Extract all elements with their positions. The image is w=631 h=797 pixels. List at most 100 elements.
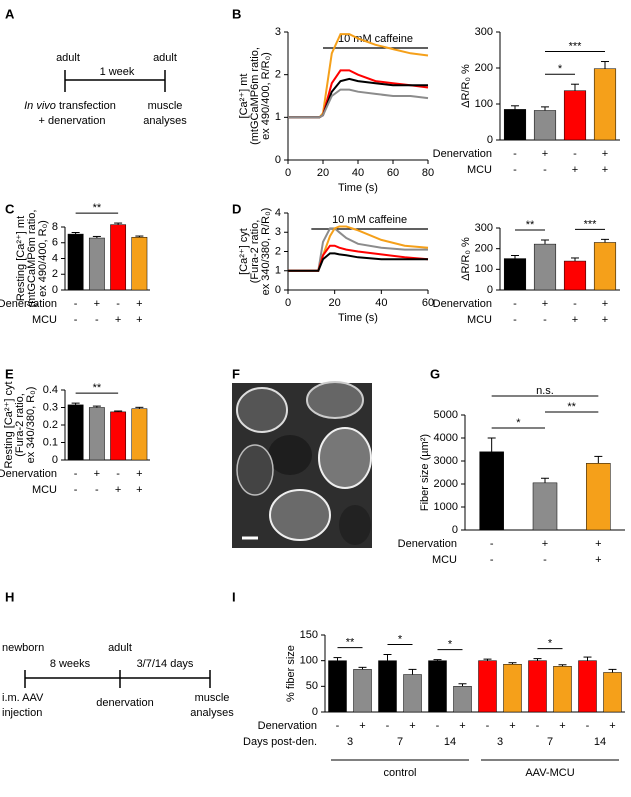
- row-value: -: [513, 298, 517, 310]
- y-tick-label: 0.3: [43, 401, 58, 413]
- y-tick-label: 0: [312, 706, 318, 718]
- timeline-start: adult: [56, 52, 80, 64]
- bar: [533, 110, 557, 141]
- fiber: [306, 381, 364, 419]
- panel-label: I: [232, 589, 236, 604]
- row-label: Denervation: [398, 538, 457, 550]
- panel-label: A: [5, 6, 15, 21]
- bar: [428, 660, 447, 713]
- significance-label: *: [558, 63, 563, 75]
- y-tick-label: 4: [52, 252, 58, 264]
- y-tick-label: 50: [306, 680, 318, 692]
- y-tick-label: 4000: [434, 432, 458, 444]
- row-value: -: [116, 298, 120, 310]
- row-value: 3: [347, 736, 353, 748]
- y-axis-label: [Ca²⁺] mt: [238, 74, 250, 119]
- significance-label: *: [548, 638, 553, 650]
- bar: [563, 260, 587, 291]
- row-value: -: [543, 164, 547, 176]
- y-tick-label: 2: [275, 69, 281, 81]
- row-value: -: [573, 298, 577, 310]
- row-value: +: [572, 314, 578, 326]
- y-tick-label: 0: [52, 454, 58, 466]
- y-axis-label: ex 490/400, R₀): [37, 220, 49, 297]
- group-label: AAV-MCU: [525, 767, 574, 779]
- bar: [503, 109, 527, 141]
- row-value: -: [95, 484, 99, 496]
- y-tick-label: 0: [487, 134, 493, 146]
- significance-label: *: [516, 417, 521, 429]
- bar: [353, 669, 372, 713]
- bar: [131, 408, 148, 461]
- bar: [563, 90, 587, 141]
- x-tick-label: 0: [285, 297, 291, 309]
- italic-note: In vivo: [24, 100, 56, 112]
- bar: [67, 233, 84, 291]
- significance-label: **: [567, 401, 576, 413]
- y-axis-label: Resting [Ca²⁺] cyt: [3, 381, 15, 468]
- row-value: +: [595, 538, 601, 550]
- row-value: -: [513, 164, 517, 176]
- bar: [532, 482, 558, 531]
- row-value: -: [513, 148, 517, 160]
- row-value: 14: [444, 736, 456, 748]
- annotation: 10 mM caffeine: [332, 214, 407, 226]
- row-value: -: [586, 720, 590, 732]
- panel-label: F: [232, 366, 240, 381]
- row-label: Denervation: [258, 720, 317, 732]
- y-tick-label: 3: [275, 26, 281, 38]
- row-value: -: [513, 314, 517, 326]
- row-value: 3: [497, 736, 503, 748]
- row-value: +: [94, 468, 100, 480]
- row-value: +: [542, 298, 548, 310]
- annotation: 10 mM caffeine: [338, 33, 413, 45]
- y-tick-label: 1000: [434, 501, 458, 513]
- bar: [503, 258, 527, 291]
- row-value: -: [573, 148, 577, 160]
- row-label: Days post-den.: [243, 736, 317, 748]
- row-value: +: [602, 148, 608, 160]
- y-axis-label: Fiber size (µm²): [419, 434, 431, 511]
- timeline-interval: 1 week: [100, 66, 135, 78]
- note: transfection: [59, 100, 116, 112]
- row-label: MCU: [467, 164, 492, 176]
- timeline-h: newborn adult 8 weeks 3/7/14 days i.m. A…: [2, 642, 234, 719]
- bar: [88, 237, 105, 291]
- row-value: +: [359, 720, 365, 732]
- bar: [110, 224, 127, 291]
- group-label: control: [383, 767, 416, 779]
- timeline-a: adult adult 1 week In vivo transfection …: [24, 52, 187, 127]
- row-value: -: [490, 554, 494, 566]
- y-axis-label: (mtGCaMP6m ratio,: [26, 210, 38, 308]
- row-value: -: [543, 554, 547, 566]
- row-value: -: [74, 468, 78, 480]
- bar: [533, 243, 557, 291]
- fiber: [318, 427, 372, 489]
- timeline-note: In vivo transfection: [24, 100, 116, 112]
- bar: [553, 666, 572, 713]
- bar: [131, 236, 148, 291]
- row-value: -: [436, 720, 440, 732]
- timeline-point: newborn: [2, 642, 44, 654]
- y-tick-label: 2: [52, 268, 58, 280]
- bar: [453, 686, 472, 713]
- row-label: Denervation: [433, 298, 492, 310]
- row-label: MCU: [467, 314, 492, 326]
- row-value: +: [542, 538, 548, 550]
- y-tick-label: 0: [452, 524, 458, 536]
- y-axis-label: (Fura-2 ratio,: [14, 393, 26, 457]
- row-value: +: [509, 720, 515, 732]
- y-tick-label: 0: [52, 284, 58, 296]
- significance-label: **: [93, 382, 102, 394]
- line-series: [288, 69, 429, 119]
- row-value: 7: [397, 736, 403, 748]
- y-tick-label: 200: [475, 62, 493, 74]
- timeline-note: muscle: [148, 100, 183, 112]
- timeline-note: + denervation: [39, 115, 106, 127]
- y-axis-label: ex 490/400, R/R₀): [260, 52, 272, 140]
- row-value: -: [116, 468, 120, 480]
- y-tick-label: 100: [300, 655, 318, 667]
- timeline-point: adult: [108, 642, 132, 654]
- line-series: [288, 88, 429, 119]
